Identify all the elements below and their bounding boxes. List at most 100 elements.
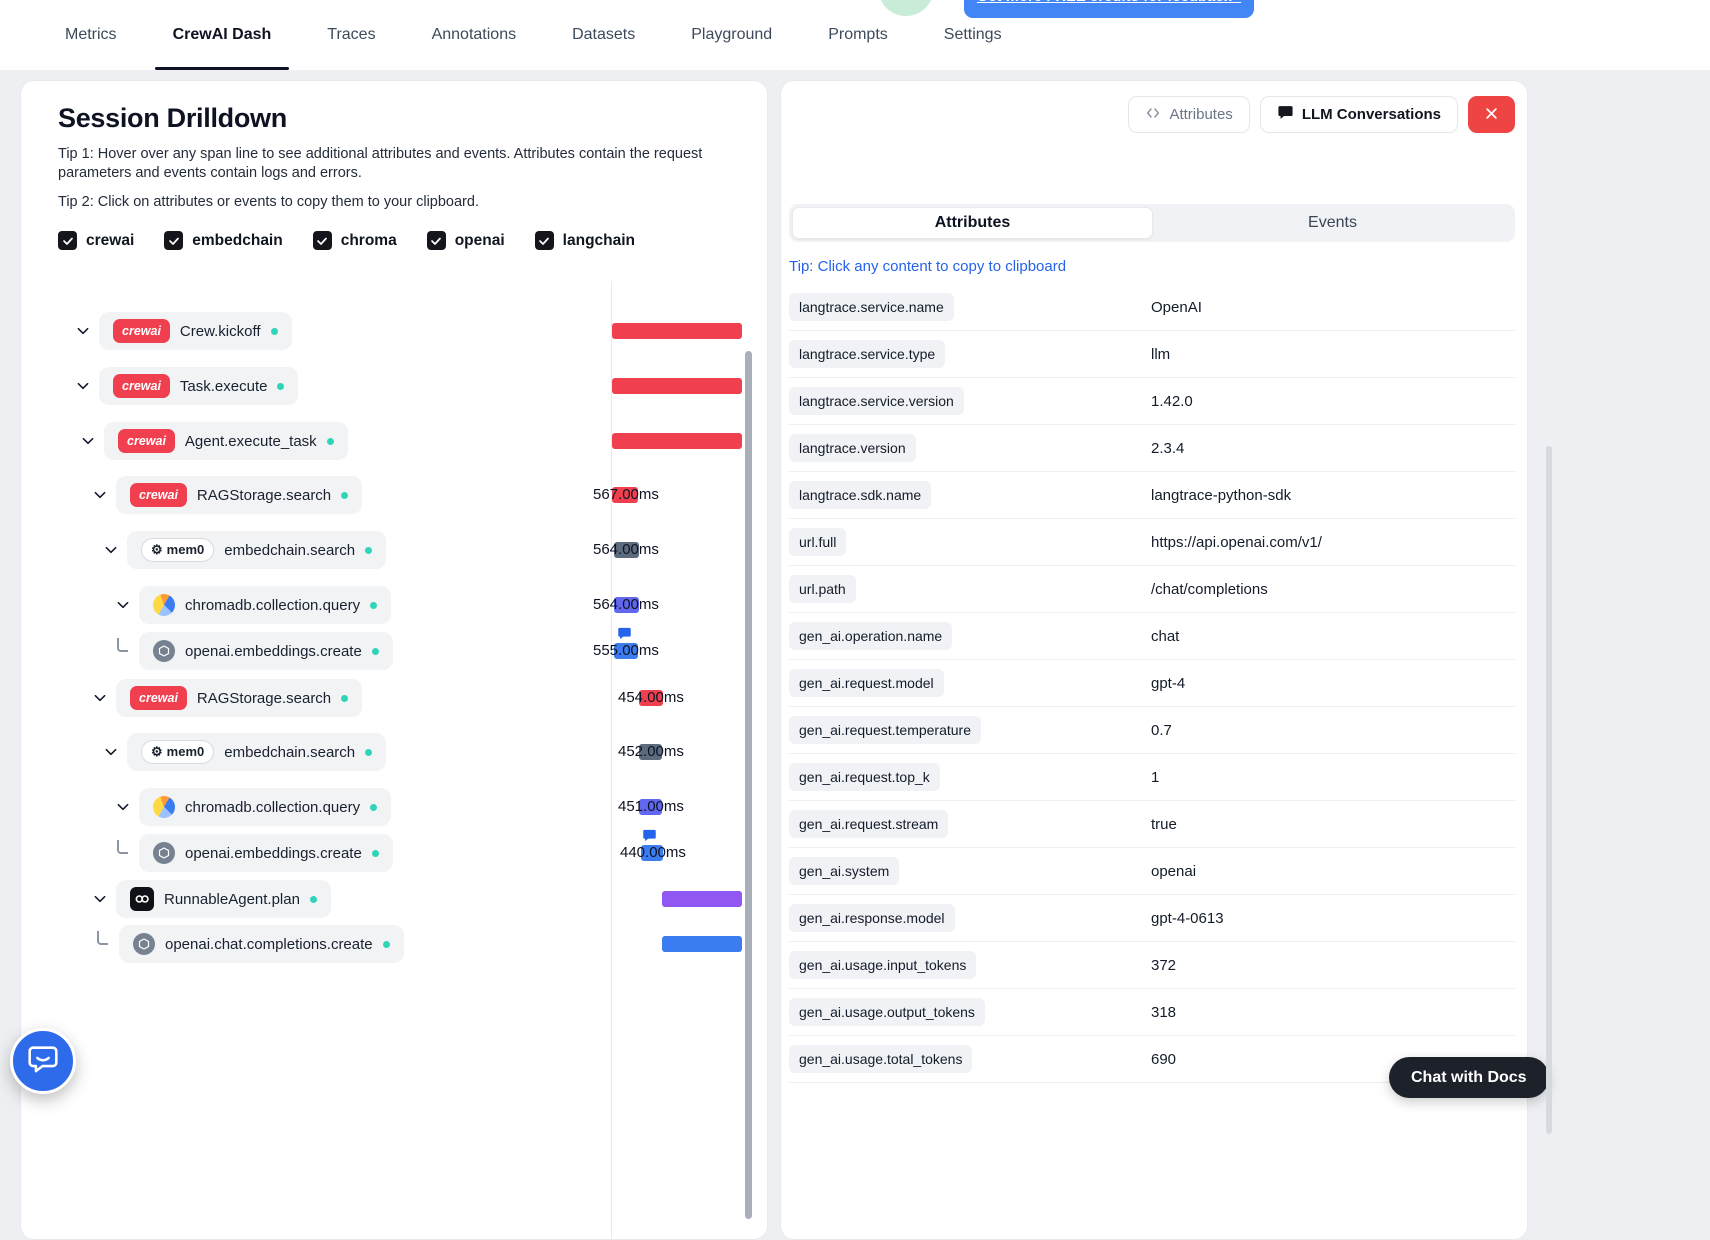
checkbox-embedchain[interactable]	[164, 231, 184, 250]
filter-label: chroma	[340, 231, 397, 249]
chat-widget-button[interactable]	[10, 1028, 76, 1094]
tab-events[interactable]: Events	[1308, 214, 1357, 231]
free-credits-button[interactable]: Get more FREE credits for feedback ›	[964, 0, 1254, 18]
span-duration-bar[interactable]	[662, 936, 742, 952]
tab-settings[interactable]: Settings	[943, 26, 1002, 43]
checkbox-langchain[interactable]	[534, 231, 554, 250]
llm-chat-indicator-icon[interactable]	[617, 626, 632, 646]
span-pill[interactable]: crewai RAGStorage.search	[116, 679, 363, 717]
attribute-value[interactable]: 372	[1151, 956, 1177, 974]
span-pill[interactable]: crewai Crew.kickoff	[99, 312, 292, 350]
chat-with-docs-button[interactable]: Chat with Docs	[1389, 1057, 1549, 1098]
chevron-down-icon[interactable]	[93, 892, 107, 906]
attribute-value[interactable]: 0.7	[1151, 721, 1172, 739]
attribute-value[interactable]: openai	[1151, 862, 1197, 880]
attribute-value[interactable]: gpt-4	[1151, 674, 1186, 692]
attribute-value[interactable]: chat	[1151, 627, 1180, 645]
span-duration-bar[interactable]	[612, 323, 742, 339]
chevron-down-icon[interactable]	[93, 691, 107, 705]
panel-scrollbar[interactable]	[1546, 446, 1552, 1134]
attribute-key[interactable]: langtrace.sdk.name	[789, 481, 932, 509]
attribute-value[interactable]: llm	[1151, 345, 1171, 363]
attribute-key[interactable]: url.path	[789, 575, 856, 603]
span-duration-bar[interactable]	[639, 799, 662, 815]
attribute-key[interactable]: gen_ai.request.top_k	[789, 763, 940, 791]
span-duration-bar[interactable]	[612, 378, 742, 394]
chevron-down-icon[interactable]	[93, 488, 107, 502]
attribute-key[interactable]: url.full	[789, 528, 847, 556]
attribute-value[interactable]: langtrace-python-sdk	[1151, 486, 1292, 504]
attribute-key[interactable]: gen_ai.request.model	[789, 669, 944, 697]
span-pill[interactable]: chromadb.collection.query	[139, 586, 392, 624]
attribute-key[interactable]: langtrace.service.version	[789, 387, 964, 415]
span-pill[interactable]: crewai Task.execute	[99, 367, 299, 405]
close-button[interactable]	[1468, 96, 1515, 133]
attribute-value[interactable]: 2.3.4	[1151, 439, 1185, 457]
attribute-value[interactable]: gpt-4-0613	[1151, 909, 1224, 927]
attribute-value[interactable]: /chat/completions	[1151, 580, 1268, 598]
attribute-key[interactable]: gen_ai.system	[789, 857, 900, 885]
chevron-down-icon[interactable]	[76, 379, 90, 393]
span-duration-bar[interactable]	[612, 487, 638, 503]
span-duration-bar[interactable]	[614, 643, 638, 659]
attribute-value[interactable]: 1	[1151, 768, 1160, 786]
attribute-key[interactable]: gen_ai.operation.name	[789, 622, 953, 650]
span-pill[interactable]: crewai Agent.execute_task	[104, 422, 348, 460]
chevron-down-icon[interactable]	[116, 598, 130, 612]
attribute-key[interactable]: gen_ai.usage.output_tokens	[789, 998, 985, 1026]
span-duration-bar[interactable]	[639, 744, 662, 760]
span-duration-bar[interactable]	[641, 845, 663, 861]
span-pill[interactable]: ⚙ mem0 embedchain.search	[127, 531, 387, 569]
span-duration-bar[interactable]	[614, 597, 639, 613]
chevron-down-icon[interactable]	[81, 434, 95, 448]
attribute-value[interactable]: true	[1151, 815, 1177, 833]
chevron-down-icon[interactable]	[116, 800, 130, 814]
attribute-key[interactable]: langtrace.version	[789, 434, 916, 462]
checkbox-chroma[interactable]	[312, 231, 332, 250]
tab-crewai-dash[interactable]: CrewAI Dash	[154, 0, 289, 70]
chevron-down-icon[interactable]	[76, 324, 90, 338]
attribute-value[interactable]: OpenAI	[1151, 298, 1202, 316]
attribute-key[interactable]: gen_ai.usage.input_tokens	[789, 951, 977, 979]
tab-playground[interactable]: Playground	[691, 26, 773, 43]
span-pill[interactable]: openai.embeddings.create	[139, 632, 393, 670]
span-pill[interactable]: openai.embeddings.create	[139, 834, 393, 872]
span-duration-bar[interactable]	[662, 891, 742, 907]
tab-attributes[interactable]: Attributes	[792, 207, 1153, 239]
span-pill[interactable]: chromadb.collection.query	[139, 788, 392, 826]
span-pill[interactable]: crewai RAGStorage.search	[116, 476, 363, 514]
attribute-key[interactable]: gen_ai.usage.total_tokens	[789, 1045, 973, 1073]
attribute-value[interactable]: 318	[1151, 1003, 1177, 1021]
tab-datasets[interactable]: Datasets	[572, 26, 636, 43]
span-label: RAGStorage.search	[196, 486, 332, 504]
attribute-value[interactable]: 1.42.0	[1151, 392, 1193, 410]
attribute-value[interactable]: https://api.openai.com/v1/	[1151, 533, 1322, 551]
tree-connector	[97, 931, 108, 945]
span-pill[interactable]: RunnableAgent.plan	[116, 880, 331, 918]
span-pill[interactable]: openai.chat.completions.create	[119, 925, 404, 963]
attribute-key[interactable]: gen_ai.request.temperature	[789, 716, 981, 744]
tab-metrics[interactable]: Metrics	[65, 26, 117, 43]
attribute-key[interactable]: gen_ai.request.stream	[789, 810, 949, 838]
span-duration-bar[interactable]	[639, 690, 663, 706]
checkbox-openai[interactable]	[426, 231, 446, 250]
llm-conversations-button[interactable]: LLM Conversations	[1259, 96, 1458, 133]
checkbox-crewai[interactable]	[58, 231, 77, 250]
attribute-key[interactable]: langtrace.service.name	[789, 293, 954, 321]
llm-chat-indicator-icon[interactable]	[642, 828, 657, 848]
attribute-key[interactable]: langtrace.service.type	[789, 340, 946, 368]
tab-prompts[interactable]: Prompts	[828, 26, 888, 43]
chevron-down-icon[interactable]	[104, 745, 118, 759]
attribute-key[interactable]: gen_ai.response.model	[789, 904, 955, 932]
attribute-value[interactable]: 690	[1151, 1050, 1177, 1068]
mem0-icon: ⚙ mem0	[141, 537, 215, 563]
tab-traces[interactable]: Traces	[327, 26, 376, 43]
attributes-button[interactable]: Attributes	[1128, 96, 1250, 133]
chevron-down-icon[interactable]	[104, 543, 118, 557]
copy-tip: Tip: Click any content to copy to clipbo…	[789, 258, 1067, 275]
tree-scrollbar[interactable]	[745, 351, 752, 1219]
span-duration-bar[interactable]	[612, 433, 742, 449]
span-pill[interactable]: ⚙ mem0 embedchain.search	[127, 733, 387, 771]
tab-annotations[interactable]: Annotations	[431, 26, 517, 43]
span-duration-bar[interactable]	[614, 542, 639, 558]
